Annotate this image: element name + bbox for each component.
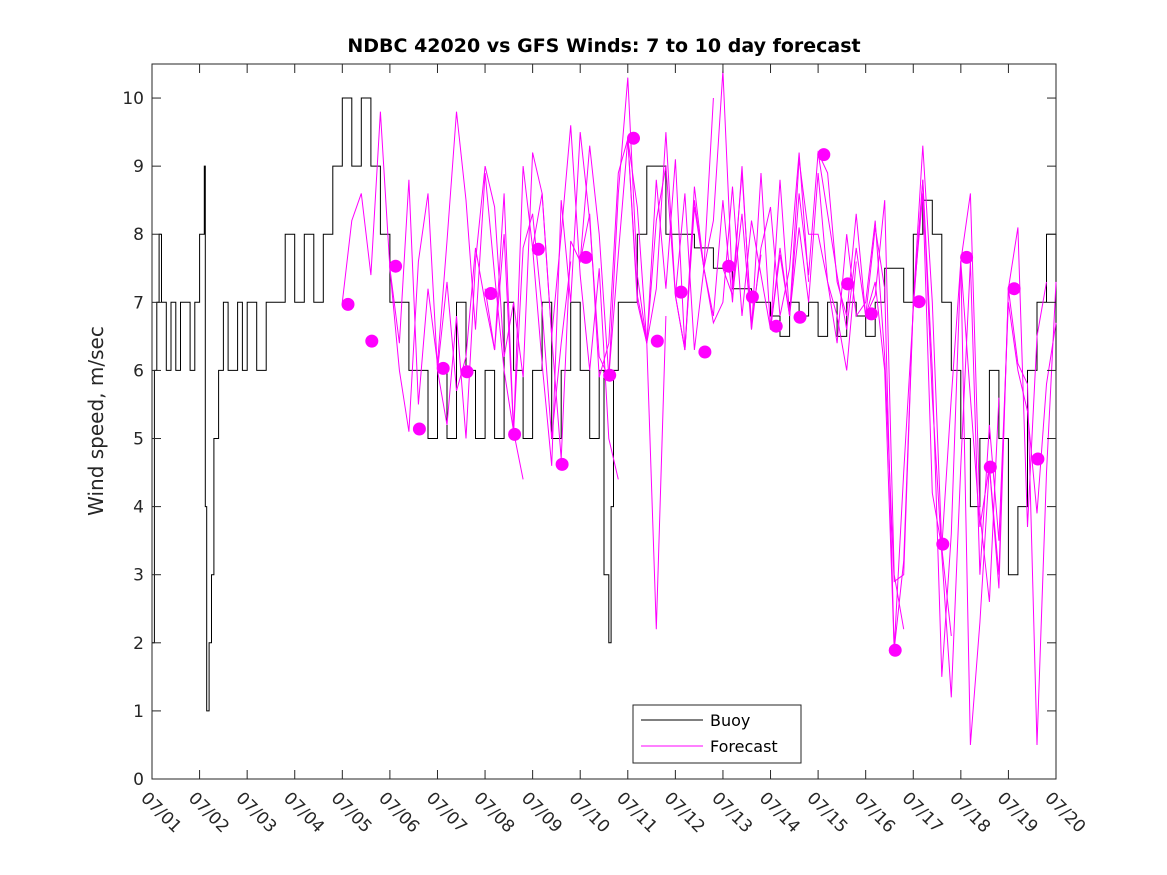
chart-title: NDBC 42020 vs GFS Winds: 7 to 10 day for… [347, 35, 860, 57]
y-axis-label: Wind speed, m/sec [84, 326, 108, 516]
forecast-marker [793, 310, 807, 324]
y-tick-label: 8 [133, 225, 144, 245]
forecast-marker [769, 319, 783, 333]
axis-ticks [151, 64, 1057, 780]
forecast-line [389, 111, 572, 439]
forecast-marker [698, 345, 712, 359]
forecast-marker [722, 259, 736, 273]
forecast-marker [603, 368, 617, 382]
forecast-marker [365, 334, 379, 348]
forecast-line [532, 97, 714, 460]
legend: Buoy Forecast [632, 704, 802, 764]
y-tick-labels: 0 1 2 3 4 5 6 7 8 9 10 [122, 89, 144, 790]
forecast-marker [1007, 282, 1021, 296]
forecast-marker [674, 285, 688, 299]
forecast-marker [484, 287, 498, 300]
forecast-marker [1031, 452, 1045, 466]
forecast-marker [960, 250, 974, 264]
forecast-marker [841, 277, 855, 291]
forecast-line [484, 77, 667, 630]
forecast-marker [936, 537, 950, 551]
buoy-line [152, 97, 1057, 712]
y-tick-label: 6 [133, 361, 144, 381]
forecast-line [674, 159, 857, 371]
forecast-marker [436, 361, 450, 375]
y-tick-label: 3 [133, 566, 144, 586]
y-tick-label: 10 [122, 89, 144, 109]
legend-box [632, 704, 802, 764]
y-tick-label: 2 [133, 634, 144, 654]
forecast-marker [650, 334, 664, 348]
forecast-marker [912, 295, 926, 309]
forecast-line [627, 138, 810, 351]
forecast-line [865, 193, 1047, 746]
y-tick-label: 0 [133, 770, 144, 790]
y-tick-label: 7 [133, 293, 144, 313]
forecast-marker [745, 290, 759, 304]
forecast-marker [888, 643, 902, 657]
forecast-marker [341, 297, 355, 311]
forecast-marker [389, 259, 403, 273]
y-tick-label: 4 [133, 498, 144, 518]
forecast-line [912, 179, 1057, 698]
forecast-line [770, 145, 952, 637]
forecast-marker [579, 250, 593, 264]
forecast-marker [412, 422, 426, 436]
forecast-line [437, 125, 619, 480]
buoy-series [152, 97, 1057, 712]
forecast-marker [864, 307, 878, 321]
forecast-markers [341, 131, 1045, 657]
legend-label-forecast: Forecast [710, 737, 778, 756]
forecast-marker [983, 460, 997, 474]
forecast-marker [627, 131, 640, 145]
forecast-marker [555, 457, 569, 471]
forecast-marker [460, 365, 474, 379]
y-tick-label: 1 [133, 702, 144, 722]
legend-label-buoy: Buoy [710, 711, 750, 730]
plot-area [151, 63, 1057, 780]
forecast-marker [508, 427, 522, 441]
forecast-marker [531, 242, 545, 256]
forecast-line [722, 150, 905, 630]
y-tick-label: 5 [133, 430, 144, 450]
y-tick-label: 9 [133, 157, 144, 177]
forecast-marker [817, 148, 831, 162]
forecast-line [817, 152, 1000, 677]
